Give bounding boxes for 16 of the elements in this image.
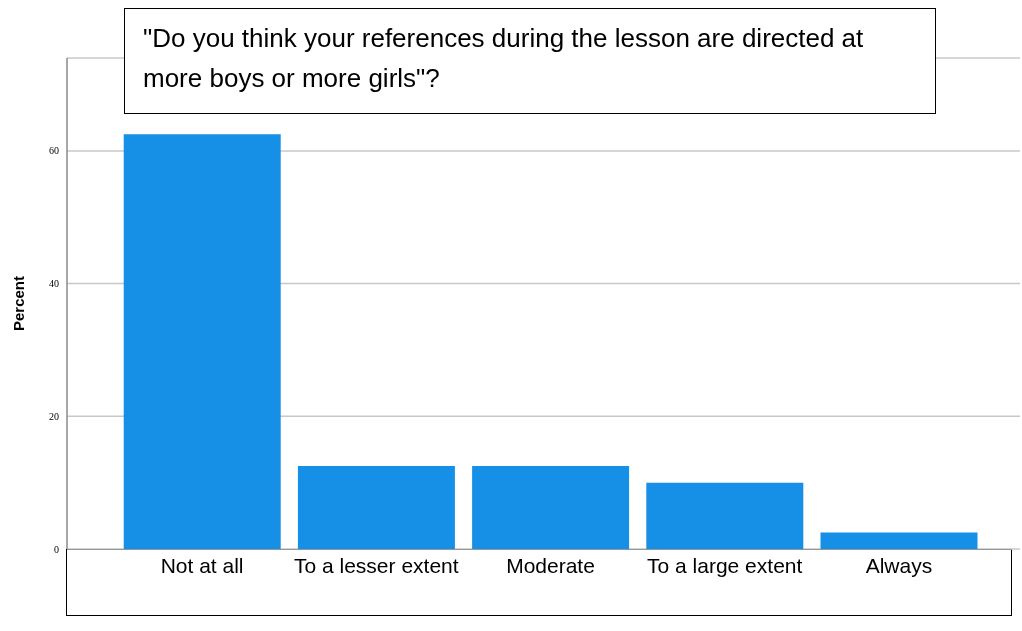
bar [297,466,455,549]
y-tick-label: 40 [49,278,59,290]
x-tick-label: Moderate [506,553,595,577]
bar [472,466,630,549]
y-tick-label: 0 [54,543,59,555]
y-axis-title: Percent [9,275,27,332]
y-tick-label: 20 [49,410,59,422]
x-tick-label: Not at all [160,553,244,577]
x-tick-label: Always [865,553,933,577]
chart-title: "Do you think your references during the lesson are directed at more boys or more girls"? [143,22,865,95]
y-tick-label: 60 [49,145,59,157]
bar [123,134,281,549]
bar [646,482,804,549]
x-tick-label: To a lesser extent [294,553,459,577]
x-tick-label: To a large extent [647,553,803,577]
bar [820,532,978,549]
